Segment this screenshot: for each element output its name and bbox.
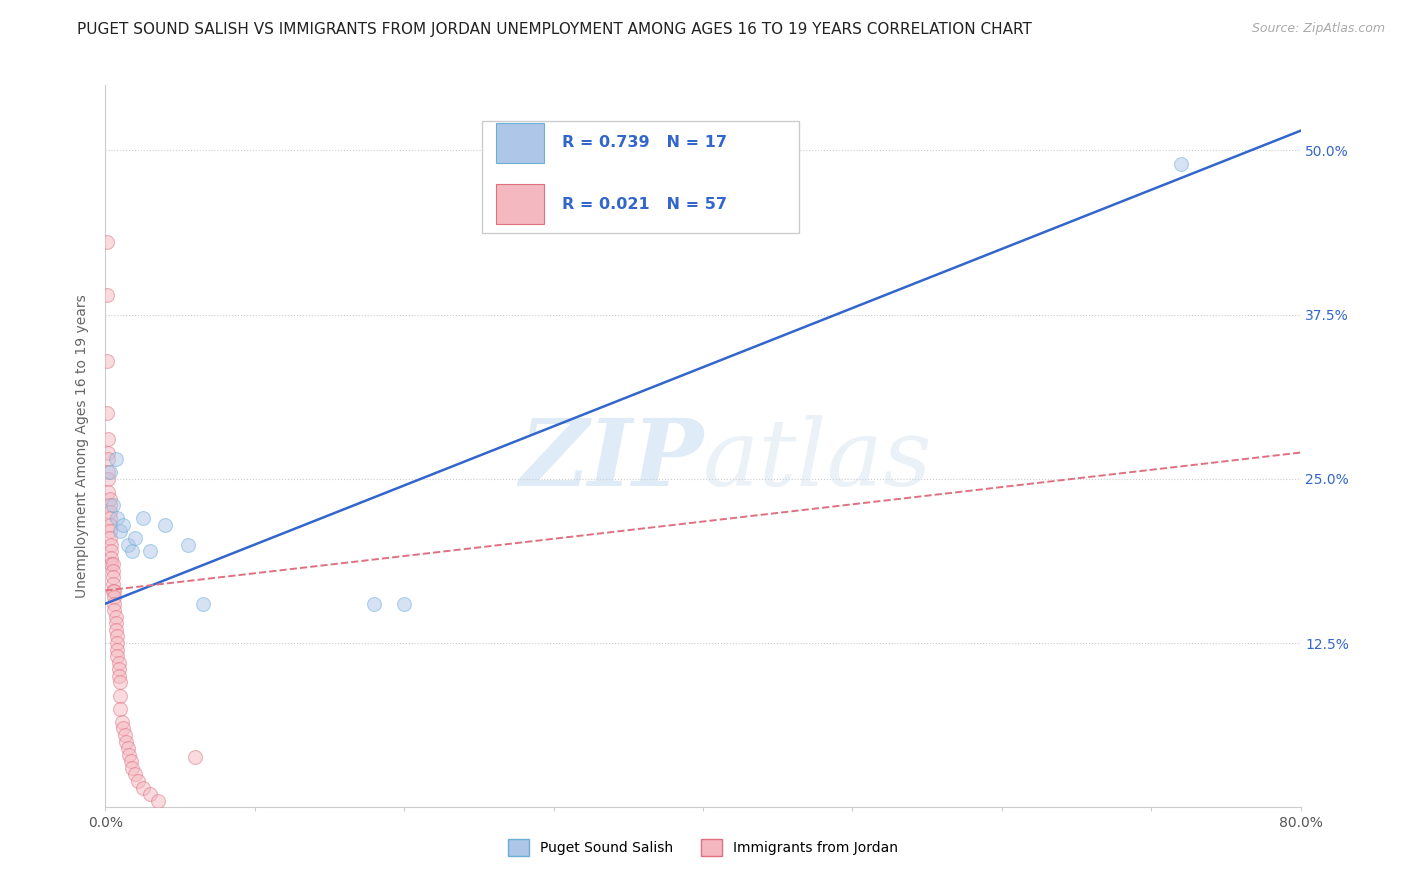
Point (111, 714, 134, 729)
Point (98, 524, 121, 539)
Point (97, 452, 120, 467)
Point (132, 780, 155, 795)
Point (96, 235, 118, 250)
Text: PUGET SOUND SALISH VS IMMIGRANTS FROM JORDAN UNEMPLOYMENT AMONG AGES 16 TO 19 YE: PUGET SOUND SALISH VS IMMIGRANTS FROM JO… (77, 22, 1032, 37)
Point (96, 288, 118, 302)
Text: R = 0.021   N = 57: R = 0.021 N = 57 (562, 197, 727, 211)
Point (103, 597, 125, 611)
Point (107, 511, 129, 525)
Text: Source: ZipAtlas.com: Source: ZipAtlas.com (1251, 22, 1385, 36)
Point (1170, 156, 1192, 170)
FancyBboxPatch shape (482, 120, 799, 233)
Point (97, 433, 120, 447)
Point (394, 597, 416, 611)
Point (103, 603, 125, 617)
Point (139, 787, 162, 801)
Point (114, 728, 136, 742)
Point (98, 517, 121, 532)
Point (117, 741, 139, 756)
Point (146, 794, 169, 808)
Text: atlas: atlas (703, 416, 932, 506)
Point (98, 531, 121, 545)
Point (98, 491, 121, 506)
Point (107, 649, 129, 664)
Point (98, 498, 121, 512)
Point (104, 452, 127, 467)
Text: ZIP: ZIP (519, 416, 703, 506)
Point (98, 465, 121, 479)
Point (101, 583, 124, 598)
Point (108, 669, 131, 683)
Point (176, 537, 198, 551)
Point (120, 754, 142, 768)
Text: R = 0.739   N = 17: R = 0.739 N = 17 (562, 136, 727, 151)
Point (107, 636, 129, 650)
Point (112, 517, 135, 532)
Point (110, 689, 132, 703)
Point (184, 750, 207, 764)
Point (96, 353, 118, 368)
Point (127, 774, 149, 789)
Point (117, 537, 139, 551)
FancyBboxPatch shape (496, 185, 544, 224)
Point (96, 406, 118, 420)
Point (97, 485, 120, 500)
Point (115, 734, 138, 748)
Point (104, 616, 127, 631)
Point (100, 550, 122, 565)
Point (110, 702, 132, 716)
Point (104, 609, 127, 624)
Point (98, 505, 121, 519)
Point (100, 544, 122, 558)
Point (118, 747, 141, 762)
Point (110, 675, 132, 690)
Point (104, 623, 127, 637)
Point (101, 577, 124, 591)
Point (108, 656, 131, 670)
FancyBboxPatch shape (496, 123, 544, 162)
Point (97, 445, 120, 459)
Point (100, 558, 122, 572)
Point (101, 498, 124, 512)
Point (103, 583, 125, 598)
Point (101, 570, 124, 584)
Legend: Puget Sound Salish, Immigrants from Jordan: Puget Sound Salish, Immigrants from Jord… (502, 834, 904, 862)
Point (124, 767, 146, 781)
Point (108, 662, 131, 676)
Point (101, 564, 124, 578)
Point (112, 722, 135, 736)
Point (97, 472, 120, 486)
Point (97, 465, 120, 479)
Point (121, 761, 143, 775)
Point (107, 642, 129, 657)
Point (139, 544, 162, 558)
Point (103, 590, 125, 604)
Point (101, 558, 124, 572)
Point (110, 524, 132, 539)
Point (107, 630, 129, 644)
Point (121, 544, 143, 558)
Point (132, 511, 155, 525)
Point (191, 597, 214, 611)
Point (155, 517, 177, 532)
Y-axis label: Unemployment Among Ages 16 to 19 years: Unemployment Among Ages 16 to 19 years (76, 294, 90, 598)
Point (363, 597, 385, 611)
Point (124, 531, 146, 545)
Point (100, 537, 122, 551)
Point (98, 511, 121, 525)
